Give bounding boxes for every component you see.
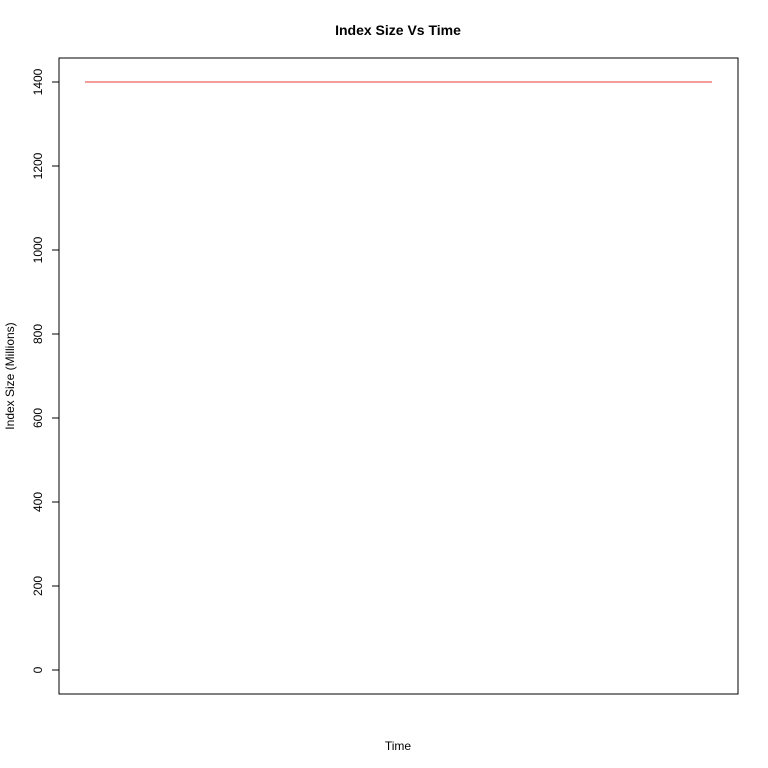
y-tick-label: 600 — [31, 408, 45, 428]
y-tick-label: 1200 — [31, 152, 45, 179]
x-axis-label: Time — [385, 739, 412, 753]
y-tick-label: 1000 — [31, 236, 45, 263]
y-tick-label: 0 — [31, 666, 45, 673]
y-tick-label: 200 — [31, 576, 45, 596]
y-tick-label: 1400 — [31, 68, 45, 95]
y-tick-label: 800 — [31, 324, 45, 344]
y-axis: 0 200 400 600 800 1000 1200 1400 — [31, 68, 59, 673]
plot-frame — [58, 57, 739, 695]
chart-title: Index Size Vs Time — [335, 22, 461, 38]
y-axis-label: Index Size (Millions) — [3, 322, 17, 429]
y-tick-label: 400 — [31, 492, 45, 512]
